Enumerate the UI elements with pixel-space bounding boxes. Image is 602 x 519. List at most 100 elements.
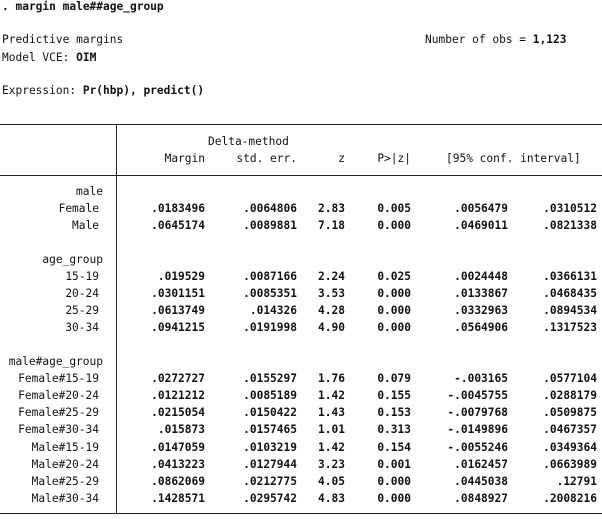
cell-ci-upper: .0288179 [543,389,597,402]
cell-margin: .0645174 [151,219,205,233]
cell-margin: .0183496 [151,202,205,216]
cell-ci-upper: .0894534 [543,304,597,318]
group-label: male [76,185,103,198]
cell-z: 4.28 [318,304,345,318]
cell-p-value: 0.153 [377,406,411,420]
cell-ci-upper: .0509875 [543,406,597,420]
model-vce-value: OIM [76,51,97,64]
command-line: . margin male##age_group [2,0,164,13]
cell-std-err: .014326 [249,304,297,318]
row-label: Female#20-24 [18,389,99,402]
cell-p-value: 0.001 [377,457,411,471]
table-column-divider [116,124,117,514]
cell-ci-upper: .0366131 [543,269,597,283]
obs-value: 1,123 [532,33,567,46]
cell-margin: .0121212 [151,389,205,402]
cell-z: 4.83 [318,492,345,506]
cell-margin: .1428571 [151,492,205,506]
cell-ci-upper: .0663989 [543,457,597,471]
cell-std-err: .0087166 [243,269,297,283]
cell-ci-lower: .0024448 [454,269,508,283]
cell-ci-upper: .0577104 [543,371,597,385]
expression-label: Expression: [2,84,83,97]
table-bottom-rule [0,513,602,514]
cell-std-err: .0157465 [243,423,297,437]
col-header-std-err: std. err. [236,152,297,165]
cell-margin: .0413223 [151,457,205,471]
table-header-rule [0,175,602,176]
col-header-conf-interval: [95% conf. interval] [446,152,581,165]
cell-p-value: 0.000 [377,492,411,506]
cell-z: 1.42 [318,440,345,454]
cell-ci-lower: .0133867 [454,287,508,300]
cell-ci-upper: .1317523 [543,321,597,335]
col-header-z: z [338,152,345,165]
cell-std-err: .0191998 [243,321,297,335]
cell-std-err: .0150422 [243,406,297,420]
cell-ci-lower: -.0149896 [447,423,508,437]
col-header-p: P>|z| [377,152,411,165]
cell-margin: .0272727 [151,371,205,385]
cell-ci-lower: .0848927 [454,492,508,506]
cell-std-err: .0295742 [243,492,297,506]
cell-p-value: 0.005 [377,202,411,216]
cell-z: 2.24 [318,269,345,283]
cell-p-value: 0.079 [377,371,411,385]
cell-p-value: 0.000 [377,475,411,488]
group-label: age_group [42,252,103,266]
header-delta-method: Delta-method [208,135,289,148]
row-label: Female#30-34 [18,423,99,437]
cell-margin: .0862069 [151,475,205,488]
row-label: Male#20-24 [31,457,99,471]
number-of-obs: Number of obs = 1,123 [425,33,566,46]
row-label: Female [58,202,99,216]
cell-ci-upper: .2008216 [543,492,597,506]
model-vce-label: Model VCE: [2,51,77,64]
cell-std-err: .0064806 [243,202,297,216]
cell-std-err: .0127944 [243,457,297,471]
results-title: Predictive margins [2,33,124,46]
cell-std-err: .0212775 [243,475,297,488]
cell-std-err: .0155297 [243,371,297,385]
cell-ci-lower: .0469011 [454,219,508,233]
table-top-rule [0,124,602,125]
cell-std-err: .0085351 [243,287,297,300]
row-label: Male [72,219,99,233]
cell-margin: .0147059 [151,440,205,454]
row-label: 30-34 [65,321,99,335]
cell-std-err: .0103219 [243,440,297,454]
cell-ci-lower: .0445038 [454,475,508,488]
cell-ci-lower: -.0055246 [447,440,508,454]
cell-p-value: 0.000 [377,287,411,300]
row-label: 25-29 [65,304,99,318]
cell-p-value: 0.025 [377,269,411,283]
cell-ci-upper: .0468435 [543,287,597,300]
cell-z: 1.01 [318,423,345,437]
cell-p-value: 0.000 [377,304,411,318]
cell-z: 1.43 [318,406,345,420]
cell-ci-upper: .0467357 [543,423,597,437]
cell-ci-lower: -.003165 [454,371,508,385]
cell-ci-lower: -.0045755 [447,389,508,402]
obs-label: Number of obs = [425,33,533,46]
cell-z: 1.42 [318,389,345,402]
cell-ci-lower: .0332963 [454,304,508,318]
cell-margin: .0301151 [151,287,205,300]
cell-ci-lower: .0056479 [454,202,508,216]
cell-p-value: 0.313 [377,423,411,437]
cell-z: 2.83 [318,202,345,216]
cell-std-err: .0089881 [243,219,297,233]
col-header-margin: Margin [164,152,205,165]
row-label: Female#15-19 [18,371,99,385]
cell-p-value: 0.154 [377,440,411,454]
cell-p-value: 0.155 [377,389,411,402]
cell-z: 4.90 [318,321,345,335]
expression-value: Pr(hbp), predict() [82,84,205,97]
cell-ci-upper: .0821338 [543,219,597,233]
row-label: Male#15-19 [31,440,99,454]
cell-std-err: .0085189 [243,389,297,402]
cell-z: 4.05 [318,475,345,488]
expression-line: Expression: Pr(hbp), predict() [2,84,204,97]
cell-ci-upper: .0310512 [543,202,597,216]
